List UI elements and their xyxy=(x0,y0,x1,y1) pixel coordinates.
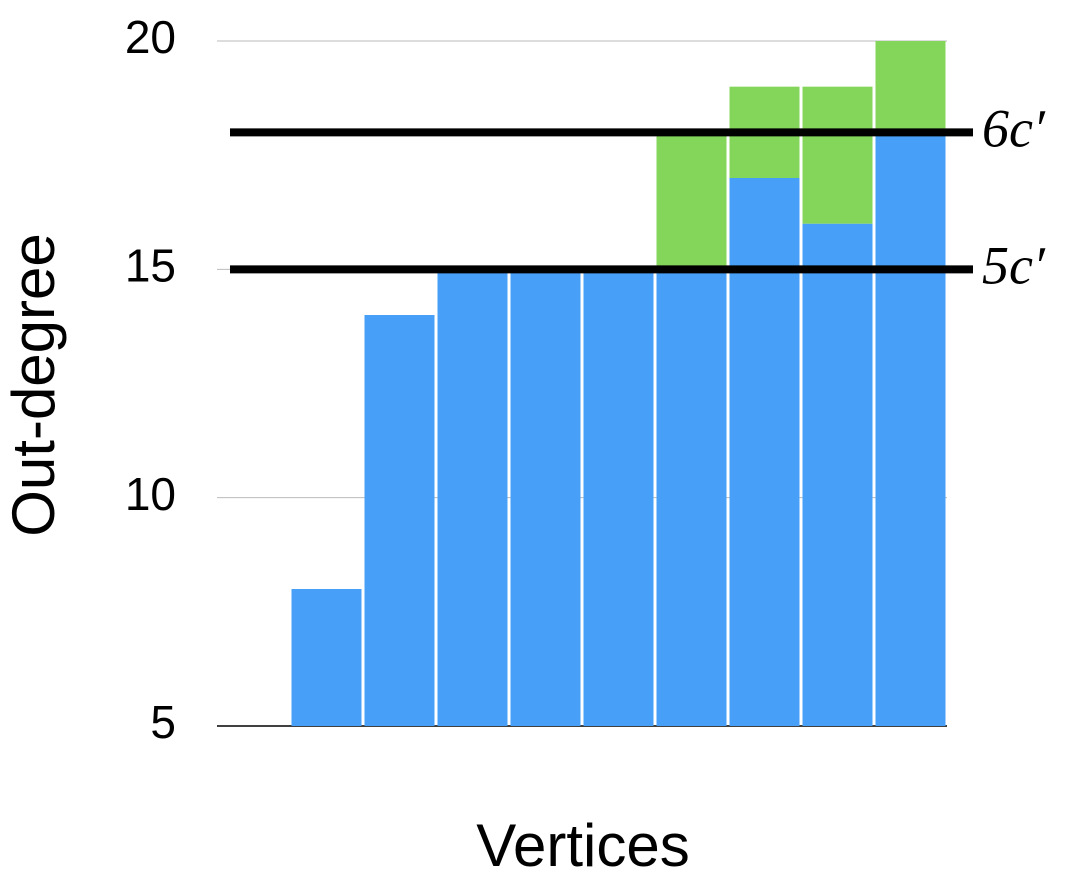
bar-segment xyxy=(729,178,800,726)
reference-label: 6c′ xyxy=(982,99,1046,159)
bar-segment xyxy=(291,589,362,726)
reference-label: 5c′ xyxy=(982,236,1046,296)
y-tick-label: 15 xyxy=(125,239,176,291)
y-tick-label: 10 xyxy=(125,468,176,520)
bar-segment xyxy=(510,269,581,726)
y-tick-label: 5 xyxy=(150,696,176,748)
bar-segment xyxy=(364,315,435,726)
bar-segment xyxy=(802,223,873,726)
bar-segment xyxy=(656,269,727,726)
x-axis-label: Vertices xyxy=(476,812,689,879)
bar-segment xyxy=(875,132,946,727)
y-axis-label: Out-degree xyxy=(0,233,67,537)
y-tick-label: 20 xyxy=(125,11,176,63)
bar-segment xyxy=(583,269,654,726)
bar-segment xyxy=(437,269,508,726)
bar-segment xyxy=(656,132,727,270)
bar-segment xyxy=(802,86,873,224)
bar-segment xyxy=(875,41,946,133)
